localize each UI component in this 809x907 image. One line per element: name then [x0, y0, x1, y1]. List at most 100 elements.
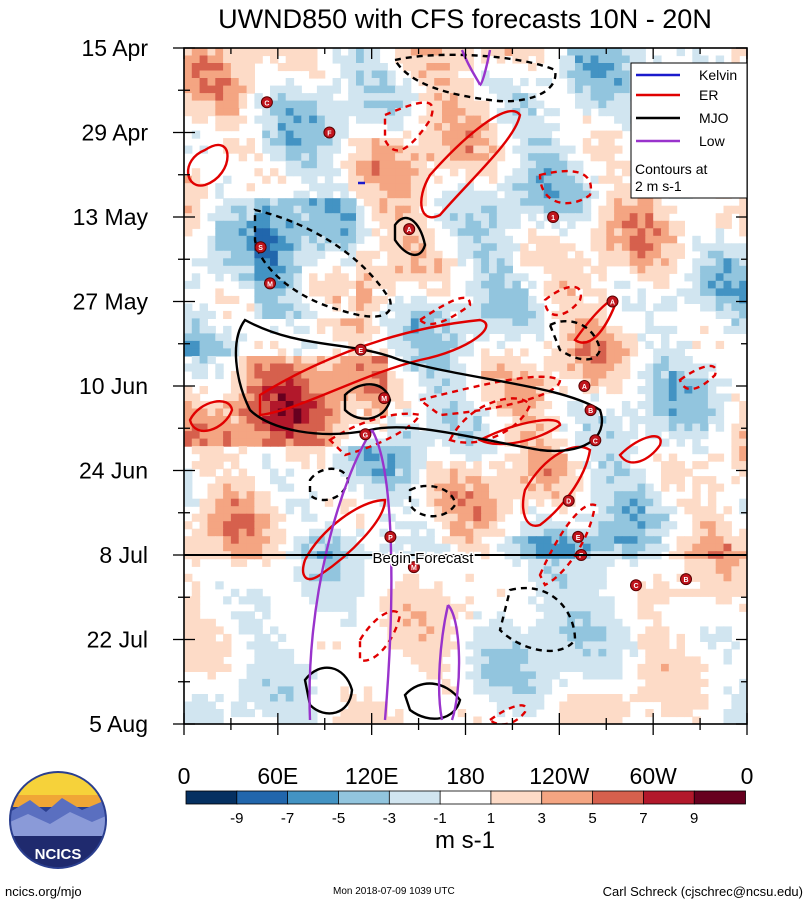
- contour-line: [678, 364, 717, 391]
- contour-line: [358, 609, 402, 662]
- colorbar-segment: [490, 790, 543, 805]
- storm-marker: P: [384, 530, 397, 543]
- y-axis: 15 Apr 29 Apr 13 May 27 May 10 Jun 24 Jun 8 Ju…: [73, 35, 747, 737]
- storm-marker: A: [403, 223, 416, 236]
- storm-marker: E: [354, 343, 367, 356]
- storm-marker-letter: M: [267, 281, 273, 288]
- colorbar-segment: [185, 790, 238, 805]
- storm-marker-dot: [403, 223, 416, 236]
- storm-marker-letter: G: [363, 432, 369, 439]
- contour-line: [403, 682, 462, 720]
- contour-line: [521, 445, 592, 527]
- storm-marker: C: [630, 579, 642, 592]
- storm-marker-letter: A: [407, 227, 412, 234]
- contour-line: [618, 435, 662, 464]
- contour-line: [538, 169, 593, 205]
- contour-line: [308, 429, 393, 721]
- storm-marker: C: [589, 434, 602, 447]
- y-tick-label: 22 Jul: [87, 627, 148, 653]
- contour-line: [498, 587, 577, 653]
- contour-line: [186, 143, 229, 187]
- storm-marker-letter: A: [610, 300, 615, 307]
- begin-forecast-label: Begin Forecast: [373, 550, 475, 567]
- contour-line: [393, 216, 427, 257]
- storm-marker-dot: [407, 561, 420, 574]
- contour-line: [188, 400, 234, 432]
- storm-marker: S: [254, 241, 267, 254]
- storm-marker: C: [260, 96, 273, 109]
- logo-text: NCICS: [35, 846, 82, 863]
- storm-marker: M: [378, 392, 391, 405]
- y-tick-label: 27 May: [73, 289, 149, 315]
- legend-label-er: ER: [699, 87, 718, 103]
- storm-marker: B: [584, 404, 597, 417]
- legend: Kelvin ER MJO Low Contours at 2 m s-1: [630, 62, 748, 199]
- colorbar-label: m s-1: [435, 827, 495, 854]
- storm-marker: F: [323, 126, 336, 139]
- contour-line: [303, 666, 354, 715]
- y-tick-label: 13 May: [73, 204, 149, 230]
- colorbar-segment: [338, 790, 391, 805]
- y-tick-label: 8 Jul: [99, 542, 148, 568]
- colorbar-segment: [439, 790, 492, 805]
- chart-title: UWND850 with CFS forecasts 10N - 20N: [218, 4, 712, 34]
- storm-marker-letter: D: [566, 499, 571, 506]
- y-tick-label: 24 Jun: [79, 458, 148, 484]
- colorbar-segment: [592, 790, 645, 805]
- colorbar-tick-label: -1: [433, 810, 446, 827]
- storm-marker-dot: [562, 494, 575, 507]
- storm-marker-dot: [378, 392, 391, 405]
- storm-marker: M: [407, 561, 420, 574]
- contour-line: [301, 498, 387, 581]
- colorbar-tick-label: 1: [487, 810, 495, 827]
- colorbar-segment: [388, 790, 441, 805]
- contour-line: [234, 318, 603, 453]
- colorbar-tick-label: 5: [588, 810, 596, 827]
- contour-line: [437, 604, 461, 721]
- colorbar-tick-label: -3: [383, 810, 396, 827]
- storm-marker: E: [572, 530, 585, 543]
- storm-marker-letter: F: [327, 131, 332, 138]
- colorbar-segment: [236, 790, 289, 805]
- footer-timestamp: Mon 2018-07-09 1039 UTC: [333, 886, 455, 897]
- contour-line: [488, 704, 527, 724]
- storm-marker-letter: E: [358, 348, 363, 355]
- storm-marker: M: [264, 277, 276, 290]
- storm-marker-dot: [323, 126, 336, 139]
- x-tick-label: 0: [178, 763, 191, 789]
- contour-line: [393, 53, 557, 103]
- storm-marker-letter: E: [576, 535, 581, 542]
- storm-marker-letter: C: [264, 100, 269, 107]
- colorbar-segment: [541, 790, 594, 805]
- contour-line: [543, 285, 583, 317]
- contour-line: [448, 397, 532, 444]
- y-tick-label: 29 Apr: [82, 120, 149, 146]
- storm-marker-letter: C: [593, 438, 598, 445]
- y-tick-label: 5 Aug: [89, 711, 148, 737]
- contour-line: [383, 101, 434, 152]
- storm-track-markers: C F A 1 S M A E A M B G C D P E F M C B: [254, 96, 692, 592]
- contour-line: [343, 383, 392, 420]
- contour-line: [548, 320, 602, 361]
- storm-marker-letter: M: [381, 396, 387, 403]
- storm-marker-dot: [680, 573, 692, 586]
- colorbar-tick-label: -7: [281, 810, 294, 827]
- colorbar-segment: [693, 790, 746, 805]
- y-tick-label: 10 Jun: [79, 373, 148, 399]
- footer-left[interactable]: ncics.org/mjo: [5, 884, 82, 899]
- x-axis: 0 60E 120E 180 120W 60W 0: [178, 48, 753, 789]
- storm-marker-dot: [547, 211, 560, 223]
- contour-line: [417, 375, 562, 417]
- storm-marker-letter: P: [388, 535, 393, 542]
- footer-author: Carl Schreck (cjschrec@ncsu.edu): [602, 884, 803, 899]
- storm-marker-dot: [260, 96, 273, 109]
- storm-marker: 1: [547, 211, 560, 223]
- legend-label-kelvin: Kelvin: [699, 67, 737, 83]
- contour-line: [418, 296, 472, 326]
- legend-note: Contours at 2 m s-1: [635, 161, 711, 194]
- x-tick-label: 120W: [529, 763, 589, 789]
- storm-marker: A: [606, 295, 619, 308]
- storm-marker-letter: S: [258, 245, 263, 252]
- contour-line: [328, 412, 422, 457]
- storm-marker-dot: [606, 295, 619, 308]
